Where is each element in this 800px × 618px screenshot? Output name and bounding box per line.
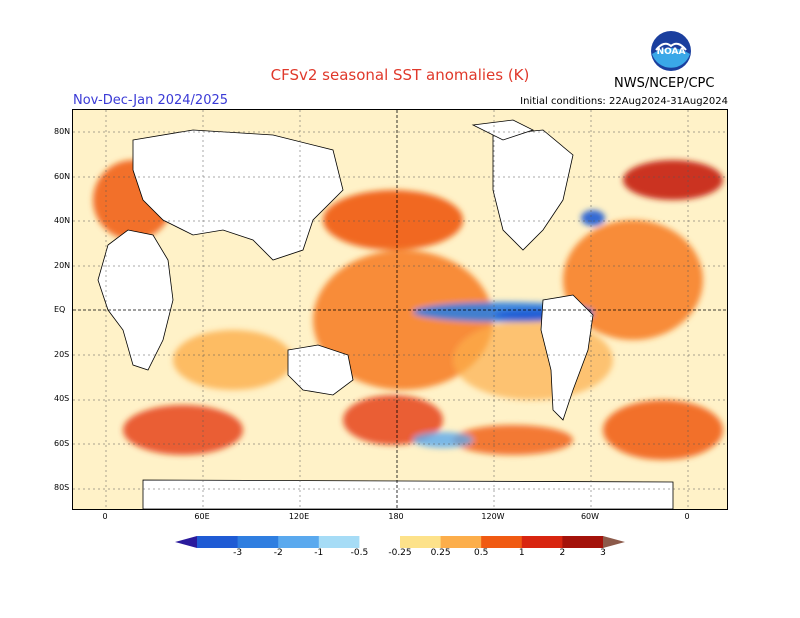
initial-conditions: Initial conditions: 22Aug2024-31Aug2024 bbox=[520, 96, 728, 107]
colorbar-segment bbox=[481, 536, 523, 548]
colorbar-segment bbox=[400, 536, 442, 548]
colorbar-segment bbox=[562, 536, 604, 548]
colorbar-segment bbox=[359, 536, 401, 548]
colorbar-tick-label: -3 bbox=[233, 548, 243, 558]
colorbar-segment bbox=[521, 536, 563, 548]
lon-label: 180 bbox=[388, 512, 404, 521]
colorbar-tick-label: -2 bbox=[273, 548, 283, 558]
lon-label: 0 bbox=[684, 512, 690, 521]
lon-label: 120W bbox=[481, 512, 505, 521]
season-label: Nov-Dec-Jan 2024/2025 bbox=[73, 93, 229, 108]
colorbar-max-arrow bbox=[603, 536, 625, 548]
lat-label: 80N bbox=[54, 127, 71, 136]
colorbar-segment bbox=[440, 536, 482, 548]
agency-label: NWS/NCEP/CPC bbox=[614, 76, 715, 91]
lat-label: 60S bbox=[54, 439, 70, 448]
lat-label: 60N bbox=[54, 172, 71, 181]
colorbar-tick-label: 0.5 bbox=[474, 548, 489, 558]
colorbar-segment bbox=[197, 536, 239, 548]
colorbar-tick-label: 0.25 bbox=[430, 548, 451, 558]
colorbar-segment bbox=[237, 536, 279, 548]
lon-label: 120E bbox=[288, 512, 310, 521]
color-scale-bar bbox=[175, 536, 625, 548]
lat-label: 20N bbox=[54, 261, 71, 270]
logo-text: NOAA bbox=[657, 47, 686, 57]
colorbar-tick-label: -0.25 bbox=[388, 548, 412, 558]
sst-anomaly-map bbox=[72, 109, 728, 510]
colorbar-tick-label: 3 bbox=[600, 548, 606, 558]
colorbar-segment bbox=[278, 536, 320, 548]
lat-label: 40N bbox=[54, 216, 71, 225]
lat-label: 40S bbox=[54, 394, 70, 403]
lon-label: 60E bbox=[194, 512, 210, 521]
colorbar-segment bbox=[318, 536, 360, 548]
map-title: CFSv2 seasonal SST anomalies (K) bbox=[270, 66, 530, 84]
colorbar-min-arrow bbox=[175, 536, 197, 548]
lat-label: EQ bbox=[54, 305, 66, 314]
lon-label: 0 bbox=[102, 512, 108, 521]
colorbar-tick-label: 2 bbox=[559, 548, 566, 558]
colorbar-tick-label: 1 bbox=[518, 548, 525, 558]
noaa-logo-icon: NOAA bbox=[651, 31, 691, 71]
lon-label: 60W bbox=[580, 512, 600, 521]
lat-label: 20S bbox=[54, 350, 70, 359]
colorbar-tick-label: -1 bbox=[314, 548, 324, 558]
lat-label: 80S bbox=[54, 483, 70, 492]
colorbar-tick-label: -0.5 bbox=[350, 548, 369, 558]
